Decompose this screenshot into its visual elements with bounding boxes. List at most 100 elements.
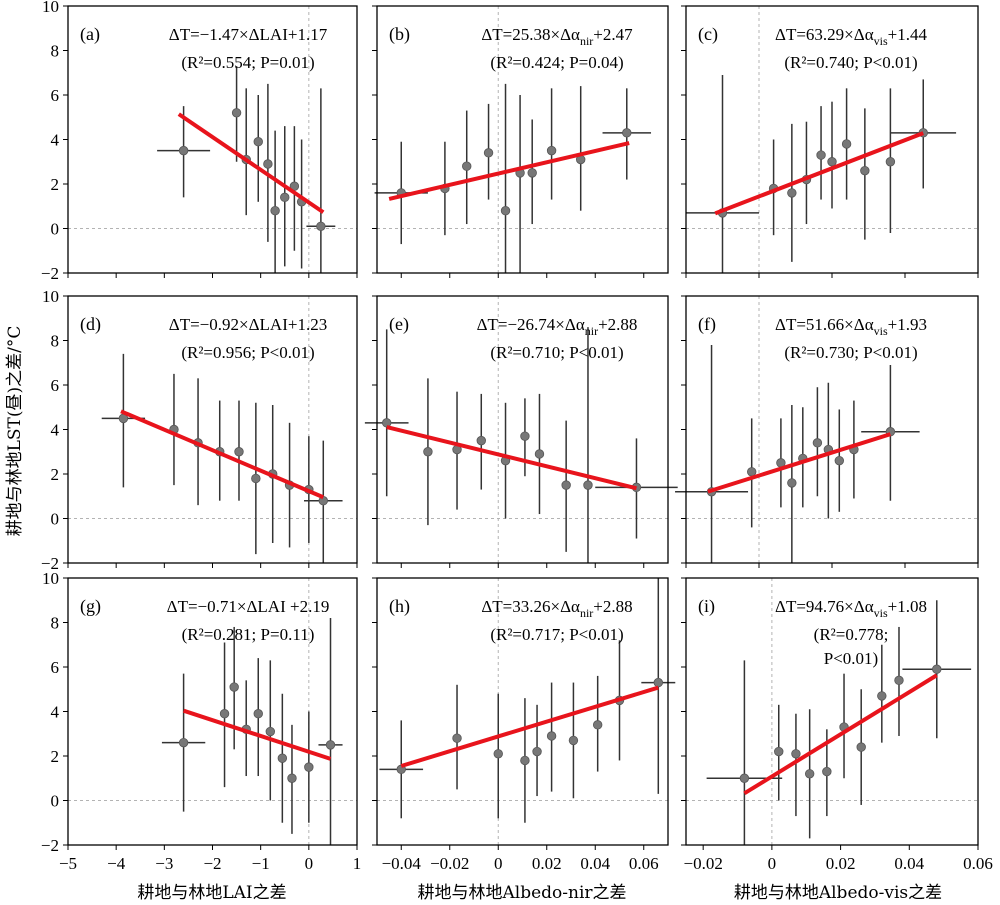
panel-label: (f): [698, 314, 716, 335]
data-point: [568, 735, 579, 746]
regression-stats: (R²=0.710; P<0.01): [490, 343, 623, 362]
x-tick-label: −0.02: [684, 854, 723, 873]
data-point: [532, 746, 542, 757]
data-point: [791, 749, 801, 759]
panel-i: −0.02 0 0.02 0.04 0.06 (i) ΔT=94.76×Δαvis+1.08…: [681, 577, 993, 873]
data-point: [253, 137, 263, 147]
regression-line: [120, 409, 325, 500]
panel-d: −2 0 2 4 6 8 10 (d) ΔT=−0.92×ΔLAI+1.23 (R²=0.956;…: [41, 287, 358, 573]
data-point: [592, 720, 603, 730]
data-point: [546, 145, 557, 156]
regression-line: [707, 432, 892, 494]
data-point: [280, 192, 290, 203]
data-point: [251, 473, 261, 484]
y-tick-label: 6: [51, 86, 60, 105]
data-point: [452, 733, 462, 743]
data-point: [520, 755, 530, 766]
regression-stats: (R²=0.424; P=0.04): [490, 53, 623, 72]
regression-line: [386, 425, 637, 491]
data-point: [816, 150, 826, 160]
data-point: [739, 773, 750, 783]
x-tick-label: 0: [305, 854, 314, 873]
panel-label: (c): [698, 24, 718, 45]
y-tick-label: 0: [51, 220, 60, 239]
regression-stats: (R²=0.554; P=0.01): [181, 53, 314, 72]
data-point: [534, 449, 545, 459]
x-tick-label: 0: [768, 854, 777, 873]
regression-stats: (R²=0.740; P<0.01): [784, 53, 917, 72]
x-tick-label: 0.06: [963, 854, 993, 873]
y-tick-label: 4: [51, 703, 60, 722]
data-point: [476, 435, 486, 446]
panel-g: −2 0 2 4 6 8 10 −5 −4 −3 −2 −1 0 1 (g) ΔT=−0.71×ΔLAI +2…: [41, 569, 361, 873]
y-axis-label: 耕地与林地LST(昼)之差/°C: [5, 326, 25, 537]
y-tick-label: 2: [51, 465, 60, 484]
data-point: [894, 675, 904, 686]
panel-label: (b): [389, 24, 410, 45]
y-tick-label: 8: [51, 42, 60, 61]
panel-frame: [376, 577, 669, 846]
regression-line: [400, 685, 659, 768]
x-tick-label: −2: [203, 854, 221, 873]
data-point: [787, 188, 797, 198]
regression-line: [177, 112, 325, 214]
data-point: [653, 677, 664, 688]
regression-line: [182, 708, 332, 761]
data-point: [325, 740, 336, 750]
data-point: [527, 168, 537, 178]
x-tick-label: −4: [107, 854, 126, 873]
y-tick-label: 4: [51, 131, 60, 150]
y-tick-label: 6: [51, 376, 60, 395]
data-point: [877, 691, 887, 701]
panel-b: (b) ΔT=25.38×Δαnir+2.47 (R²=0.424; P=0.04): [372, 5, 669, 278]
regression-equation: ΔT=−26.74×Δαnir+2.88: [477, 315, 638, 338]
x-axis-label-albedo-vis: 耕地与林地Albedo-vis之差: [734, 883, 942, 903]
panel-label: (i): [698, 596, 715, 617]
data-point: [231, 108, 242, 118]
data-point: [885, 157, 896, 167]
panel-label: (g): [80, 596, 101, 617]
data-point: [493, 749, 503, 759]
panel-frame: [67, 577, 358, 846]
regression-line: [743, 673, 938, 796]
regression-stats: (R²=0.717; P<0.01): [490, 625, 623, 644]
regression-equation: ΔT=51.66×Δαvis+1.93: [775, 315, 927, 338]
y-tick-label: 10: [42, 0, 59, 16]
data-point: [270, 205, 280, 216]
data-point: [277, 753, 288, 763]
y-tick-label: 10: [42, 569, 59, 588]
data-point: [561, 480, 571, 490]
y-tick-label: 2: [51, 747, 60, 766]
data-point: [812, 438, 823, 448]
regression-equation: ΔT=94.76×Δαvis+1.08: [775, 597, 927, 620]
panel-label: (d): [80, 314, 101, 335]
data-point: [263, 159, 273, 169]
panel-label: (e): [389, 314, 409, 335]
data-point: [583, 480, 593, 490]
data-point: [774, 746, 784, 757]
x-tick-label: 0.04: [894, 854, 924, 873]
panel-frame: [67, 5, 358, 274]
regression-equation: ΔT=25.38×Δαnir+2.47: [481, 25, 633, 48]
panel-f: (f) ΔT=51.66×Δαvis+1.93 (R²=0.730; P<0.01): [675, 295, 979, 568]
data-point: [316, 221, 326, 231]
panel-frame: [376, 5, 669, 274]
panel-label: (a): [80, 24, 100, 45]
panel-frame: [685, 577, 979, 846]
data-point: [229, 682, 239, 692]
x-tick-label: 1: [353, 854, 362, 873]
x-tick-label: −3: [155, 854, 173, 873]
panel-frame: [376, 295, 669, 564]
data-point: [546, 731, 557, 741]
data-point: [787, 478, 797, 488]
panel-a: −2 0 2 4 6 8 10 (a) ΔT=−1.47×ΔLAI+1.17 (R²=0.554;…: [41, 0, 358, 283]
regression-equation: ΔT=33.26×Δαnir+2.88: [481, 597, 632, 620]
data-point: [265, 726, 276, 737]
x-tick-label: 0.04: [580, 854, 610, 873]
x-tick-label: −1: [252, 854, 270, 873]
y-tick-label: 6: [51, 658, 60, 677]
data-point: [841, 139, 852, 149]
data-point: [747, 467, 757, 477]
regression-line: [388, 141, 630, 201]
